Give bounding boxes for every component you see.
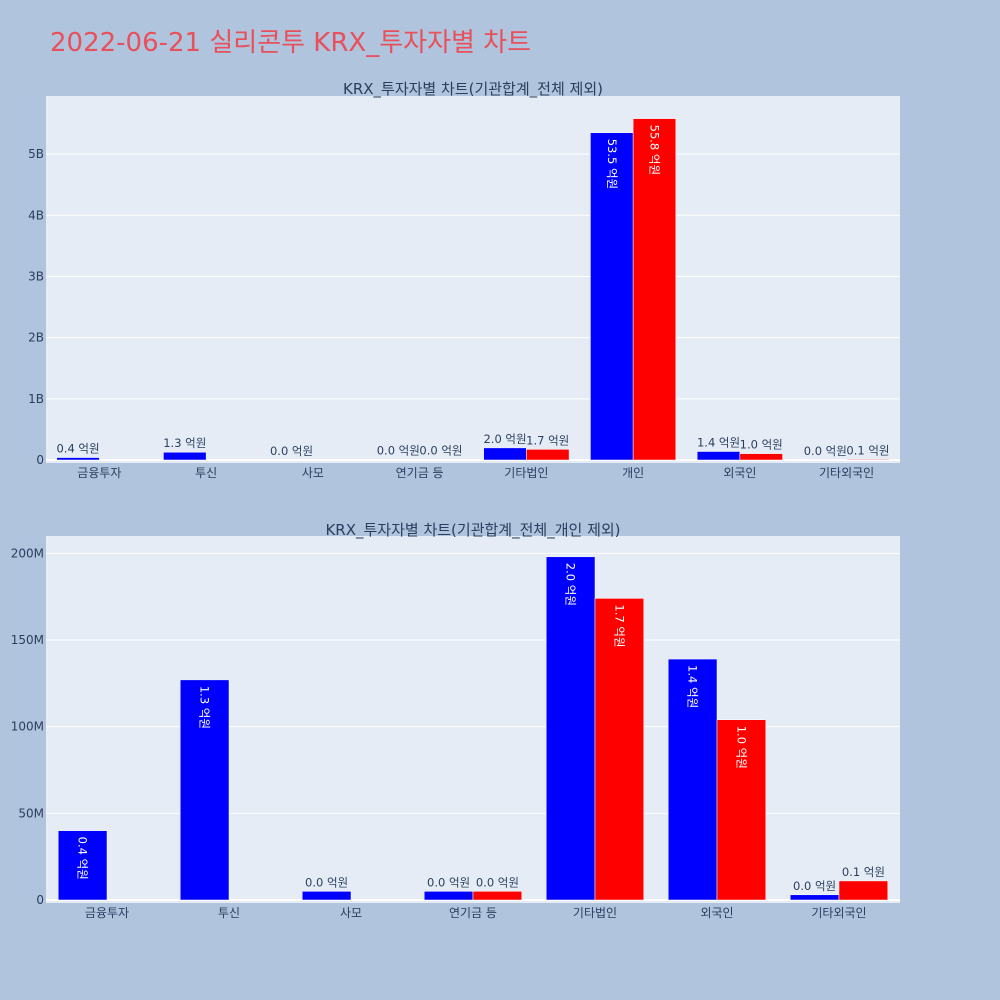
chart2-ytick-label: 100M bbox=[11, 720, 44, 734]
chart1-xtick-label: 개인 bbox=[622, 466, 644, 480]
chart2-bar-s1 bbox=[179, 679, 230, 901]
chart2-data-label-s1: 1.3 억원 bbox=[198, 686, 212, 729]
chart2-ytick-label: 50M bbox=[18, 806, 44, 820]
chart2-data-label-s2: 1.7 억원 bbox=[612, 604, 626, 647]
chart1-ytick-label: 3B bbox=[28, 269, 44, 283]
chart2-data-label-s1: 2.0 억원 bbox=[564, 563, 578, 606]
chart1-xtick-label: 투신 bbox=[195, 466, 217, 480]
chart2-bar-s1 bbox=[545, 556, 596, 901]
chart2-bar-s2 bbox=[594, 598, 645, 901]
chart1-bar-s1 bbox=[483, 447, 527, 461]
chart2-bar-s1 bbox=[301, 891, 352, 901]
chart2-bar-s1 bbox=[57, 830, 108, 901]
chart1-bar-s2 bbox=[846, 459, 890, 461]
chart1-bar-s1 bbox=[163, 451, 207, 461]
chart1-ytick-label: 5B bbox=[28, 147, 44, 161]
chart2-xtick-label: 사모 bbox=[340, 906, 362, 920]
chart1-data-label-s1: 0.0 억원 bbox=[270, 444, 313, 458]
chart2-data-label-s1: 0.0 억원 bbox=[427, 875, 470, 889]
chart2-bar-s1 bbox=[667, 658, 718, 901]
chart1-ytick-label: 2B bbox=[28, 331, 44, 345]
chart2-xtick-label: 외국인 bbox=[700, 906, 733, 920]
chart2-data-label-s1: 0.0 억원 bbox=[793, 879, 836, 893]
chart1-ytick-label: 0 bbox=[36, 453, 44, 467]
chart2-bar-s2 bbox=[716, 719, 767, 901]
chart2-data-label-s1: 0.0 억원 bbox=[305, 875, 348, 889]
chart1-bar-s2 bbox=[526, 449, 570, 461]
chart1-data-label-s2: 1.0 억원 bbox=[740, 438, 783, 452]
chart2-title: KRX_투자자별 차트(기관합계_전체_개인 제외) bbox=[325, 521, 620, 540]
chart2-data-label-s2: 0.1 억원 bbox=[842, 865, 885, 879]
chart2-ytick-label: 150M bbox=[11, 633, 44, 647]
chart2-data-label-s2: 1.0 억원 bbox=[734, 726, 748, 769]
chart2-bar-s2 bbox=[472, 891, 523, 901]
chart1-data-label-s1: 0.4 억원 bbox=[56, 442, 99, 456]
chart1-data-label-s1: 2.0 억원 bbox=[483, 432, 526, 446]
chart1-plot-area bbox=[46, 96, 900, 463]
chart1-data-label-s1: 1.3 억원 bbox=[163, 436, 206, 450]
chart1-data-label-s1: 0.0 억원 bbox=[377, 444, 420, 458]
chart1-xtick-label: 기타법인 bbox=[504, 466, 548, 480]
chart1-data-label-s2: 0.0 억원 bbox=[419, 444, 462, 458]
chart1-data-label-s1: 1.4 억원 bbox=[697, 435, 740, 449]
chart1-xtick-label: 기타외국인 bbox=[819, 466, 874, 480]
chart2-xtick-label: 금융투자 bbox=[85, 906, 129, 920]
chart1-data-label-s1: 53.5 억원 bbox=[605, 139, 619, 189]
chart1-title: KRX_투자자별 차트(기관합계_전체 제외) bbox=[343, 80, 603, 99]
chart2-xtick-label: 기타법인 bbox=[573, 906, 617, 920]
chart1-ytick-label: 1B bbox=[28, 392, 44, 406]
chart2-ytick-label: 0 bbox=[36, 893, 44, 907]
chart1-xtick-label: 외국인 bbox=[723, 466, 756, 480]
chart2-ytick-label: 200M bbox=[11, 546, 44, 560]
chart1-data-label-s1: 0.0 억원 bbox=[804, 444, 847, 458]
chart1-bar-s1 bbox=[696, 451, 741, 461]
chart1-bar-s1 bbox=[56, 457, 100, 461]
chart1-xtick-label: 금융투자 bbox=[77, 466, 121, 480]
chart1-ytick-label: 4B bbox=[28, 208, 44, 222]
chart1-data-label-s2: 1.7 억원 bbox=[526, 433, 569, 447]
chart2-data-label-s1: 1.4 억원 bbox=[686, 665, 700, 708]
chart2-xtick-label: 연기금 등 bbox=[449, 906, 497, 920]
chart1-bar-s2 bbox=[739, 453, 783, 461]
chart2-data-label-s2: 0.0 억원 bbox=[476, 875, 519, 889]
chart2-bar-s1 bbox=[789, 894, 840, 901]
chart2-plot-area bbox=[46, 536, 900, 903]
chart1-data-label-s2: 0.1 억원 bbox=[846, 443, 889, 457]
chart1-xtick-label: 연기금 등 bbox=[396, 466, 444, 480]
chart2-bar-s1 bbox=[423, 891, 474, 901]
chart2-xtick-label: 투신 bbox=[218, 906, 240, 920]
page-title: 2022-06-21 실리콘투 KRX_투자자별 차트 bbox=[50, 28, 532, 58]
chart2-xtick-label: 기타외국인 bbox=[811, 906, 866, 920]
chart2-bar-s2 bbox=[838, 880, 889, 901]
chart1-bar-s2 bbox=[632, 118, 677, 461]
chart1-xtick-label: 사모 bbox=[302, 466, 324, 480]
chart2-data-label-s1: 0.4 억원 bbox=[76, 837, 90, 880]
chart1-data-label-s2: 55.8 억원 bbox=[647, 125, 661, 175]
